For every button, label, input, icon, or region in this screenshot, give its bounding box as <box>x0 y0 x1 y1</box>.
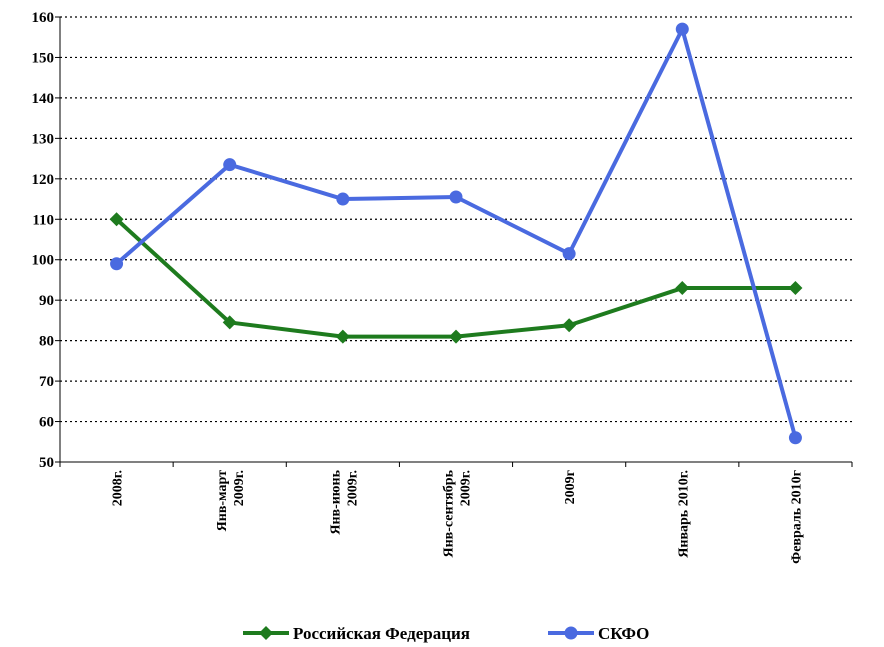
y-tick-label: 160 <box>32 10 55 26</box>
y-tick-label: 50 <box>39 455 54 471</box>
y-tick-label: 90 <box>39 293 54 309</box>
series-lines <box>109 22 803 445</box>
data-point <box>562 247 576 261</box>
data-point <box>449 329 463 344</box>
data-point <box>335 329 350 344</box>
data-point <box>449 190 463 204</box>
legend-marker <box>259 626 273 640</box>
series-line-2 <box>115 27 798 439</box>
data-point <box>110 257 124 271</box>
y-tick-label: 130 <box>32 131 55 147</box>
gridlines <box>60 16 852 423</box>
x-tick-label: Янв-март <box>215 470 230 531</box>
axes <box>55 16 853 467</box>
x-tick-label: 2009г. <box>459 470 474 506</box>
legend-label: Российская Федерация <box>293 624 470 643</box>
data-point <box>223 158 237 172</box>
y-tick-label: 70 <box>39 374 54 390</box>
data-point <box>788 431 802 445</box>
legend-label: СКФО <box>598 624 649 643</box>
series-line-1 <box>115 217 796 339</box>
y-tick-label: 110 <box>32 212 54 228</box>
x-tick-label: 2009г <box>563 470 578 504</box>
x-tick-label: 2009г. <box>232 470 247 506</box>
data-point <box>675 22 689 36</box>
legend: Российская Федерация СКФО <box>243 624 649 643</box>
y-tick-label: 140 <box>32 91 55 107</box>
y-tick-label: 100 <box>32 253 55 269</box>
legend-marker <box>564 626 578 640</box>
x-tick-label: Янв-сентябрь <box>442 469 457 557</box>
data-point <box>109 212 124 227</box>
data-point <box>788 281 803 296</box>
y-tick-label: 120 <box>32 172 55 188</box>
x-tick-labels: 2008г. Янв-март 2009г. Янв-июнь 2009г. Янв-се… <box>111 469 805 563</box>
y-tick-label: 60 <box>39 415 54 431</box>
y-tick-labels: 50 60 70 80 90 100 110 120 130 140 150 160 <box>32 10 55 471</box>
x-tick-label: Февраль 2010г <box>789 470 804 564</box>
x-tick-label: 2008г. <box>111 470 126 506</box>
y-tick-label: 150 <box>32 50 55 66</box>
data-point <box>675 281 690 296</box>
x-tick-label: Январь 2010г. <box>676 470 691 558</box>
data-point <box>562 318 577 333</box>
data-point <box>336 192 350 206</box>
y-tick-label: 80 <box>39 334 54 350</box>
data-point <box>222 315 237 330</box>
x-tick-label: Янв-июнь <box>328 469 343 534</box>
x-tick-label: 2009г. <box>345 470 360 506</box>
